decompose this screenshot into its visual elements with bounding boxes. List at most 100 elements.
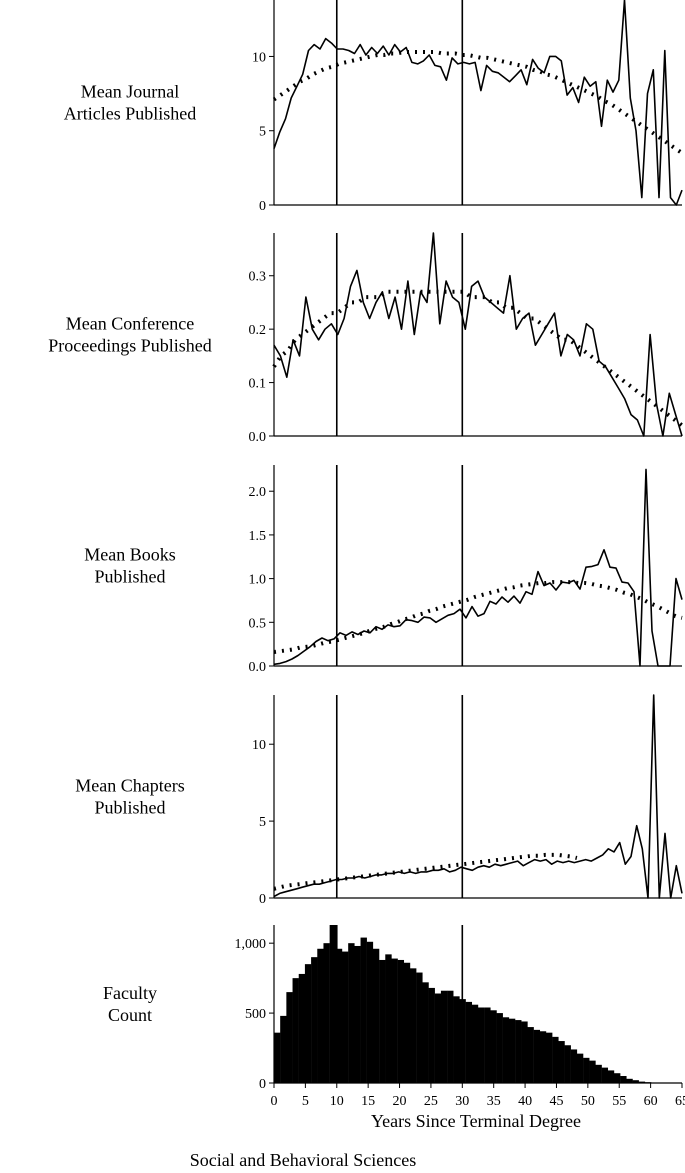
bar <box>280 1015 287 1083</box>
bar <box>298 973 306 1083</box>
bar <box>478 1007 485 1083</box>
bar <box>484 1007 491 1083</box>
panel-label-line: Mean Chapters <box>75 776 184 796</box>
x-tick-label: 5 <box>302 1094 309 1109</box>
y-tick-label: 0.5 <box>249 616 267 631</box>
trend-line-dotted <box>273 852 578 891</box>
x-tick-label: 10 <box>330 1094 344 1109</box>
bar <box>632 1080 639 1083</box>
y-tick-label: 1.5 <box>249 529 267 544</box>
trend-line-dotted <box>272 289 684 427</box>
x-axis: 0 5 10 15 20 25 30 35 40 45 50 55 60 65 <box>271 1083 685 1109</box>
x-tick-label: 40 <box>518 1094 532 1109</box>
mean-line-solid <box>273 468 683 667</box>
y-tick-label: 0.0 <box>249 430 267 445</box>
bar <box>317 948 324 1083</box>
bar <box>416 972 423 1083</box>
bar <box>583 1057 590 1083</box>
x-tick-label: 0 <box>271 1094 278 1109</box>
bar <box>422 982 429 1083</box>
y-tick-label: 10 <box>252 738 266 753</box>
panel-label-line: Proceedings Published <box>48 336 212 356</box>
panel-label-line: Mean Conference <box>66 314 194 334</box>
y-tick-label: 2.0 <box>249 485 267 500</box>
y-tick-label: 0 <box>259 892 266 907</box>
bar <box>391 958 398 1083</box>
x-tick-label: 30 <box>455 1094 469 1109</box>
bar <box>428 987 435 1083</box>
trend-line-dotted <box>273 580 683 654</box>
bar <box>434 993 442 1083</box>
bar <box>274 1032 281 1083</box>
bar <box>335 948 343 1083</box>
bar <box>564 1045 571 1083</box>
bar <box>595 1064 602 1083</box>
mean-line-solid <box>273 694 683 899</box>
bar <box>397 959 405 1083</box>
bar <box>607 1070 615 1083</box>
bar <box>440 990 448 1083</box>
bar <box>570 1049 578 1083</box>
x-axis-title: Years Since Terminal Degree <box>371 1111 581 1131</box>
x-tick-label: 55 <box>612 1094 626 1109</box>
bar <box>576 1053 584 1083</box>
y-tick-label: 0.0 <box>249 660 267 675</box>
bar <box>323 943 330 1083</box>
panel-label-line: Published <box>94 798 165 818</box>
bar <box>311 957 318 1083</box>
bar <box>329 925 337 1083</box>
y-tick-label: 1,000 <box>235 937 267 952</box>
y-tick-label: 0.2 <box>249 323 267 338</box>
y-tick-label: 0.3 <box>249 270 267 285</box>
bar <box>502 1017 510 1083</box>
mean-line-solid <box>273 0 683 206</box>
y-tick-label: 10 <box>252 50 266 65</box>
bar <box>533 1029 541 1083</box>
bar <box>292 978 299 1083</box>
y-tick-label: 500 <box>245 1007 266 1022</box>
bar <box>286 992 293 1083</box>
bar <box>552 1036 559 1083</box>
x-tick-label: 45 <box>549 1094 563 1109</box>
bar <box>304 964 312 1083</box>
x-tick-label: 60 <box>644 1094 658 1109</box>
bar <box>490 1010 497 1083</box>
x-tick-label: 35 <box>487 1094 501 1109</box>
bar <box>360 937 367 1083</box>
bar <box>372 948 380 1083</box>
y-tick-label: 5 <box>259 125 266 140</box>
y-tick-label: 1.0 <box>249 573 267 588</box>
mean-line-solid <box>273 232 683 437</box>
bar <box>354 945 361 1083</box>
bar <box>471 1004 479 1083</box>
bar <box>447 990 454 1083</box>
bar <box>465 1001 473 1083</box>
bar <box>453 996 460 1083</box>
panel-label-line: Articles Published <box>64 104 197 124</box>
figure-caption: Social and Behavioral Sciences <box>190 1150 416 1170</box>
bar <box>508 1018 516 1083</box>
bar <box>626 1078 633 1083</box>
bar <box>385 954 392 1083</box>
bar <box>527 1027 534 1083</box>
bar <box>521 1021 528 1083</box>
panel-label-line: Mean Journal <box>81 82 179 102</box>
y-tick-label: 0 <box>259 1077 266 1092</box>
panel-label-line: Count <box>108 1005 152 1025</box>
bar <box>620 1076 627 1083</box>
y-tick-label: 0 <box>259 199 266 214</box>
bar <box>546 1032 553 1083</box>
panel-label-line: Mean Books <box>84 545 176 565</box>
bar <box>539 1031 547 1083</box>
bar <box>515 1020 522 1083</box>
y-tick-label: 0.1 <box>249 377 267 392</box>
bar <box>410 968 417 1083</box>
bar <box>366 941 374 1083</box>
x-tick-label: 15 <box>361 1094 375 1109</box>
